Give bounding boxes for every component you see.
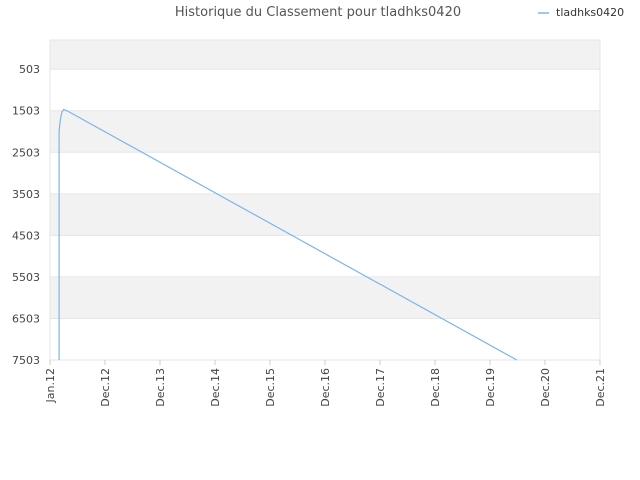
x-tick-label: Dec.12 xyxy=(99,368,112,407)
y-tick-label: 6503 xyxy=(12,312,40,325)
plot-band xyxy=(50,110,600,153)
y-tick-label: 2503 xyxy=(12,146,40,159)
plot-bands xyxy=(50,40,600,319)
legend[interactable]: tladhks0420 xyxy=(538,6,624,19)
x-tick-label: Dec.17 xyxy=(374,368,387,407)
x-tick-label: Dec.20 xyxy=(539,368,552,407)
x-tick-label: Dec.14 xyxy=(209,368,222,407)
x-axis: Jan.12 Dec.12 Dec.13 Dec.14 Dec.15 Dec.16 Dec.… xyxy=(44,360,607,407)
grid-lines xyxy=(50,68,600,361)
y-axis: 503 1503 2503 3503 4503 5503 6503 7503 xyxy=(12,63,40,367)
x-tick-label: Dec.21 xyxy=(594,368,607,407)
x-tick-label: Dec.18 xyxy=(429,368,442,407)
plot-band xyxy=(50,276,600,319)
series-layer xyxy=(58,108,518,361)
series-line[interactable] xyxy=(58,108,518,361)
x-tick-label: Dec.16 xyxy=(319,368,332,407)
chart-title: Historique du Classement pour tladhks042… xyxy=(175,5,461,20)
y-tick-label: 3503 xyxy=(12,188,40,201)
legend-label: tladhks0420 xyxy=(556,6,624,19)
x-tick-label: Jan.12 xyxy=(44,368,57,403)
y-tick-label: 1503 xyxy=(12,105,40,118)
x-tick-label: Dec.15 xyxy=(264,368,277,407)
x-tick-label: Dec.13 xyxy=(154,368,167,407)
y-tick-label: 7503 xyxy=(12,354,40,367)
x-tick-label: Dec.19 xyxy=(484,368,497,407)
plot-band xyxy=(50,193,600,236)
y-tick-label: 503 xyxy=(19,63,40,76)
plot-band xyxy=(50,40,600,70)
y-tick-label: 5503 xyxy=(12,271,40,284)
y-tick-label: 4503 xyxy=(12,229,40,242)
